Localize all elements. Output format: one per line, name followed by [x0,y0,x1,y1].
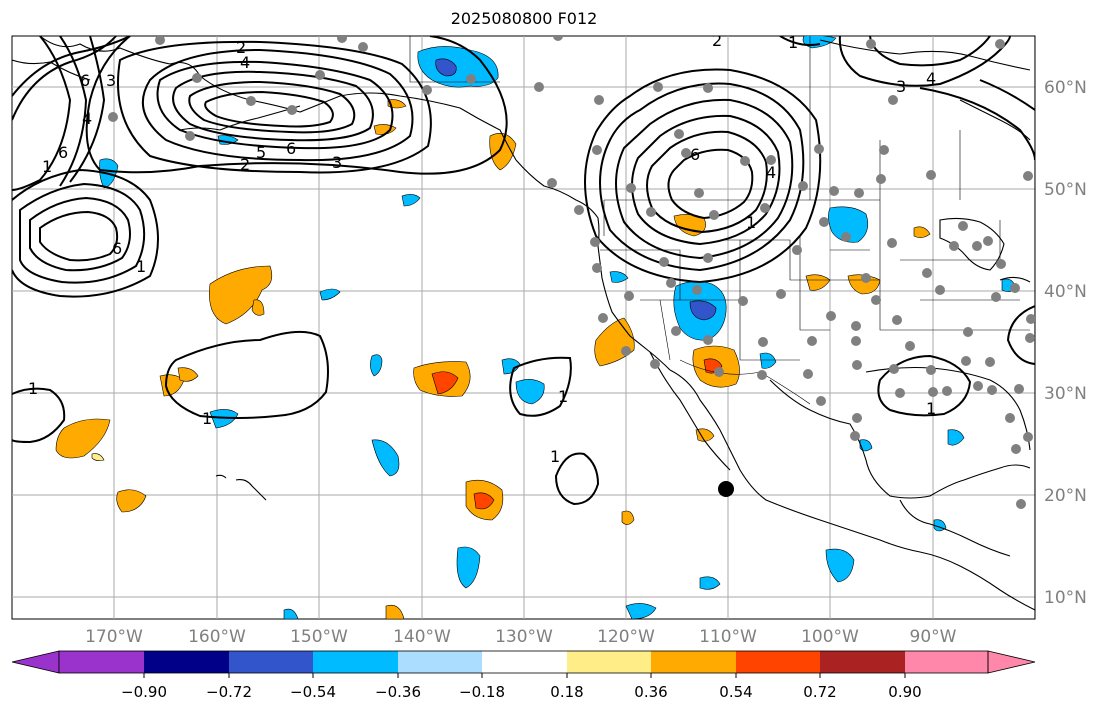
lon-label: 120°W [597,627,655,647]
colorbar-tick-label: 0.54 [719,683,752,701]
lat-label: 40°N [1044,282,1087,302]
lat-label: 20°N [1044,486,1087,506]
contour-label: 2 [236,38,246,57]
colorbar-tick-label: 0.18 [550,683,583,701]
contour-label: 1 [550,447,560,466]
contour-label: 1 [558,387,568,406]
contour-label: 1 [136,257,146,276]
station-markers [108,36,1035,509]
colorbar-segment [144,651,229,673]
contour-label: 4 [82,109,92,128]
colorbar-tick-label: 0.90 [888,683,921,701]
contour-label: 1 [28,379,38,398]
colorbar-tick-label: −0.72 [206,683,252,701]
contour-label: 5 [256,143,266,162]
colorbar-tick-label: −0.36 [375,683,421,701]
figure-title: 2025080800 F012 [450,9,598,28]
contour-label: 6 [286,139,296,158]
lon-label: 170°W [85,627,143,647]
contour-label: 4 [926,69,936,88]
colorbar-tick-label: −0.54 [290,683,336,701]
contour-labels: 2 4 6 3 4 6 1 5 6 3 2 1 3 4 6 6 1 1 1 1 [28,31,936,466]
colorbar-segment [651,651,736,673]
colorbar-segment [313,651,398,673]
contour-label: 6 [80,71,90,90]
lat-label: 10°N [1044,588,1087,608]
lon-label: 140°W [393,627,451,647]
contour-label: 6 [58,143,68,162]
colorbar-segment [482,651,567,673]
lat-label: 50°N [1044,180,1087,200]
lon-label: 100°W [801,627,859,647]
colorbar-segment [59,651,144,673]
lat-label: 30°N [1044,384,1087,404]
contour-label: 4 [240,53,250,72]
colorbar-segment [736,651,820,673]
lat-label: 60°N [1044,78,1087,98]
contour-label: 2 [240,155,250,174]
colorbar-tick-label: −0.90 [121,683,167,701]
contour-label: 6 [112,239,122,258]
colorbar-segment [905,651,988,673]
contour-label: 1 [788,33,798,52]
contour-label: 1 [42,157,52,176]
lon-label: 130°W [495,627,553,647]
contour-label: 3 [106,71,116,90]
lon-label: 90°W [910,627,957,647]
colorbar-over-arrow [987,650,1036,674]
colorbar-under-arrow [11,650,60,674]
longitude-labels: 170°W 160°W 150°W 140°W 130°W 120°W 110°… [85,627,957,647]
colorbar-tick-label: 0.36 [634,683,667,701]
lon-label: 150°W [290,627,348,647]
colorbar: −0.90 −0.72 −0.54 −0.36 −0.18 0.18 0.36 … [11,650,1036,701]
map-panel: 2 4 6 3 4 6 1 5 6 3 2 1 3 4 6 6 1 1 1 1 [11,31,1036,620]
gridlines [12,36,1035,619]
colorbar-segment [567,651,651,673]
lon-label: 160°W [188,627,246,647]
contour-label: 1 [746,213,756,232]
colorbar-tick-label: 0.72 [803,683,836,701]
contour-lines [12,36,1035,506]
colorbar-segment [229,651,313,673]
contour-label: 2 [712,31,722,50]
latitude-labels: 60°N 50°N 40°N 30°N 20°N 10°N [1044,78,1087,608]
contour-label: 3 [896,77,906,96]
lon-label: 110°W [699,627,757,647]
colorbar-segment [398,651,482,673]
contour-label: 4 [766,163,776,182]
colorbar-tick-label: −0.18 [459,683,505,701]
contour-label: 6 [690,145,700,164]
contour-label: 3 [332,153,342,172]
political-borders [409,36,1030,405]
contour-label: 1 [202,409,212,428]
target-marker [718,481,734,497]
colorbar-segment [820,651,905,673]
contour-label: 1 [926,399,936,418]
